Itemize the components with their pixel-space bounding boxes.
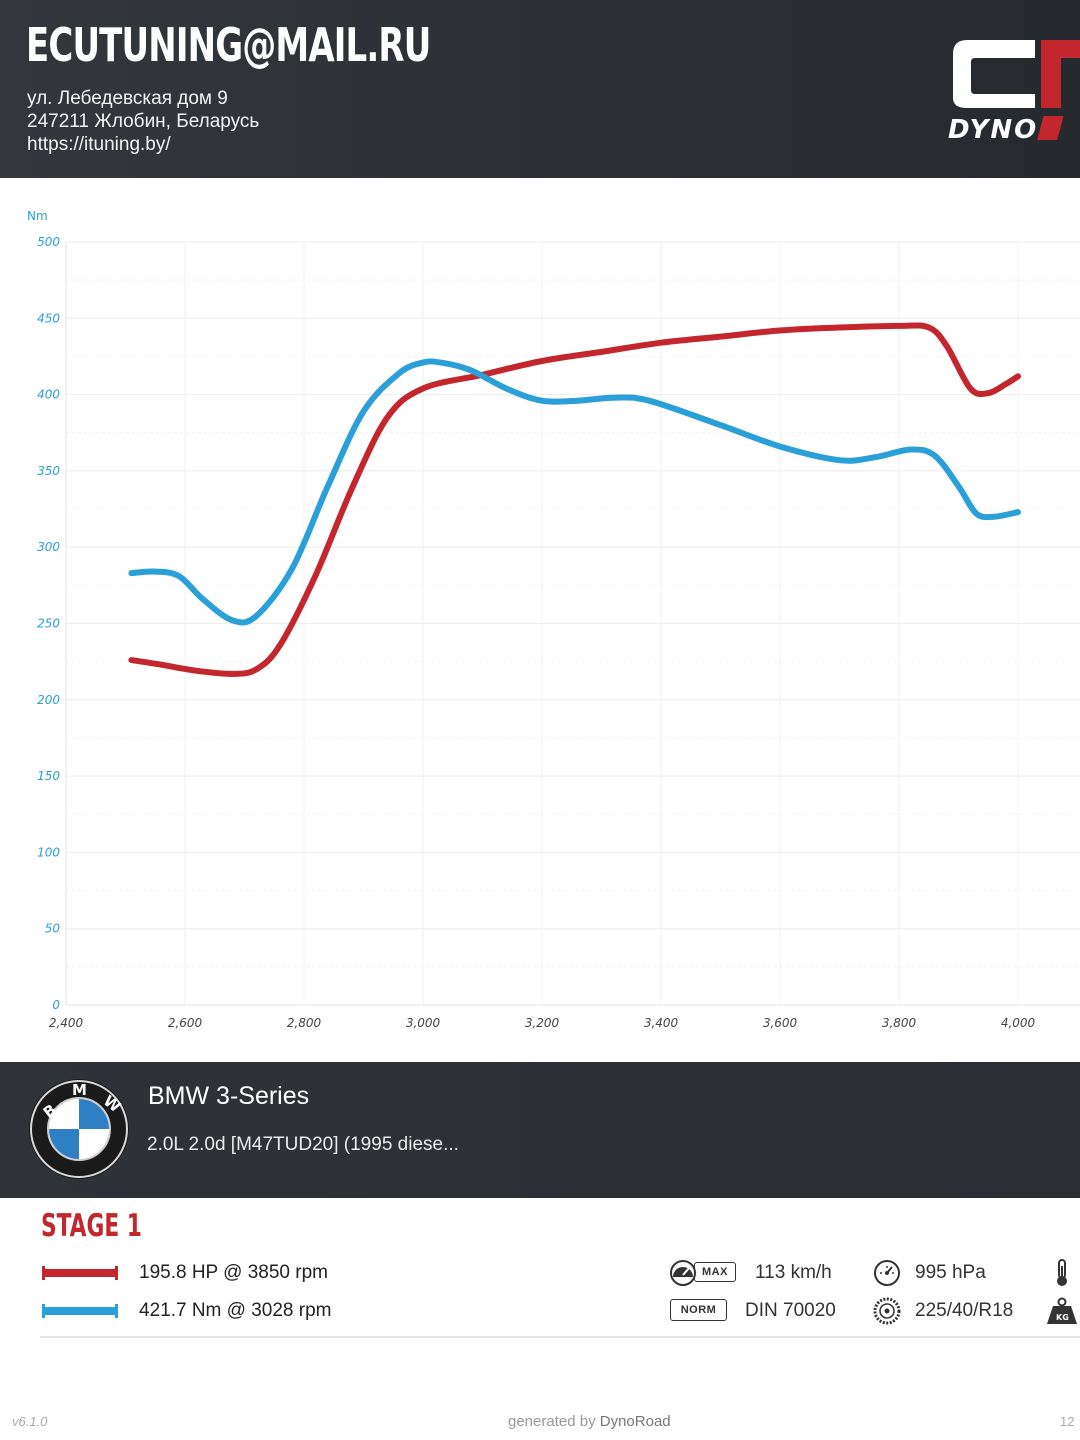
version-label: v6.1.0	[12, 1414, 48, 1429]
dyno-logo: DYNO	[945, 36, 1080, 146]
address-city: 247211 Жлобин, Беларусь	[27, 111, 260, 132]
y-tick-label: 350	[37, 464, 60, 478]
pressure-value: 995 hPa	[915, 1262, 986, 1283]
stage-label: STAGE 1	[41, 1208, 142, 1244]
contact-email: ECUTUNING@MAIL.RU	[26, 18, 431, 72]
y-tick-label: 400	[37, 388, 60, 402]
max-badge: MAX	[694, 1262, 736, 1282]
max-speed-value: 113 km/h	[755, 1262, 832, 1283]
generated-prefix: generated by	[508, 1413, 600, 1430]
tire-size-value: 225/40/R18	[915, 1300, 1014, 1321]
power-curve	[128, 322, 1021, 677]
y-tick-label: 450	[37, 311, 60, 325]
torque-curve	[128, 358, 1021, 626]
generator-brand: DynoRoad	[599, 1413, 671, 1430]
logo-red-bar	[1041, 40, 1080, 108]
speedometer-icon	[669, 1259, 697, 1292]
y-tick-label: 300	[37, 540, 60, 554]
series-layer	[128, 322, 1021, 677]
logo-text: DYNO	[948, 115, 1038, 145]
x-tick-label: 3,600	[763, 1016, 798, 1030]
y-axis-label: Nm	[27, 209, 48, 223]
car-engine: 2.0L 2.0d [M47TUD20] (1995 diese...	[147, 1134, 459, 1155]
generated-by: generated by DynoRoad	[508, 1413, 671, 1430]
report-header: ECUTUNING@MAIL.RU ул. Лебедевская дом 9 …	[0, 0, 1080, 178]
y-tick-label: 100	[37, 845, 60, 859]
norm-badge: NORM	[670, 1299, 727, 1321]
dyno-chart: 0 50 100 150 200 250 300 350 400 450 500 2,400 2,600…	[0, 178, 1080, 1062]
address-street: ул. Лебедевская дом 9	[27, 88, 228, 109]
chart-canvas: 0 50 100 150 200 250 300 350 400 450 500 2,400 2,600…	[27, 209, 1080, 1030]
thermometer-icon	[1054, 1258, 1070, 1293]
power-result: 195.8 HP @ 3850 rpm	[139, 1262, 328, 1283]
norm-value: DIN 70020	[745, 1300, 836, 1321]
tick-layer: 0 50 100 150 200 250 300 350 400 450 500 2,400 2,600…	[37, 235, 1035, 1030]
website-link[interactable]: https://ituning.by/	[27, 134, 171, 155]
x-tick-label: 3,200	[525, 1016, 560, 1030]
bmw-letter-m: M	[72, 1081, 87, 1099]
bmw-logo-icon: B M W	[28, 1078, 130, 1180]
weight-icon: KG	[1044, 1297, 1080, 1330]
pressure-gauge-icon	[873, 1259, 901, 1292]
x-tick-label: 2,600	[168, 1016, 203, 1030]
page-number: 12	[1060, 1414, 1075, 1429]
y-tick-label: 0	[52, 998, 60, 1012]
logo-c-shape	[953, 40, 1035, 108]
y-tick-label: 150	[37, 769, 60, 783]
torque-result: 421.7 Nm @ 3028 rpm	[139, 1300, 332, 1321]
x-tick-label: 3,000	[406, 1016, 441, 1030]
x-tick-label: 3,400	[644, 1016, 679, 1030]
weight-badge-text: KG	[1056, 1313, 1069, 1322]
y-tick-label: 500	[37, 235, 60, 249]
y-tick-label: 250	[37, 617, 60, 631]
x-tick-label: 2,400	[49, 1016, 84, 1030]
results-divider	[40, 1336, 1080, 1338]
x-tick-label: 4,000	[1001, 1016, 1036, 1030]
torque-legend-swatch	[42, 1304, 118, 1318]
x-tick-label: 2,800	[287, 1016, 322, 1030]
tire-icon	[873, 1297, 901, 1330]
y-tick-label: 200	[37, 693, 60, 707]
car-model: BMW 3-Series	[148, 1082, 310, 1110]
car-info-bar: B M W BMW 3-Series 2.0L 2.0d [M47TUD20] …	[0, 1062, 1080, 1198]
power-legend-swatch	[42, 1266, 118, 1280]
x-tick-label: 3,800	[882, 1016, 917, 1030]
logo-red-tail	[1037, 116, 1064, 140]
y-tick-label: 50	[45, 922, 61, 936]
